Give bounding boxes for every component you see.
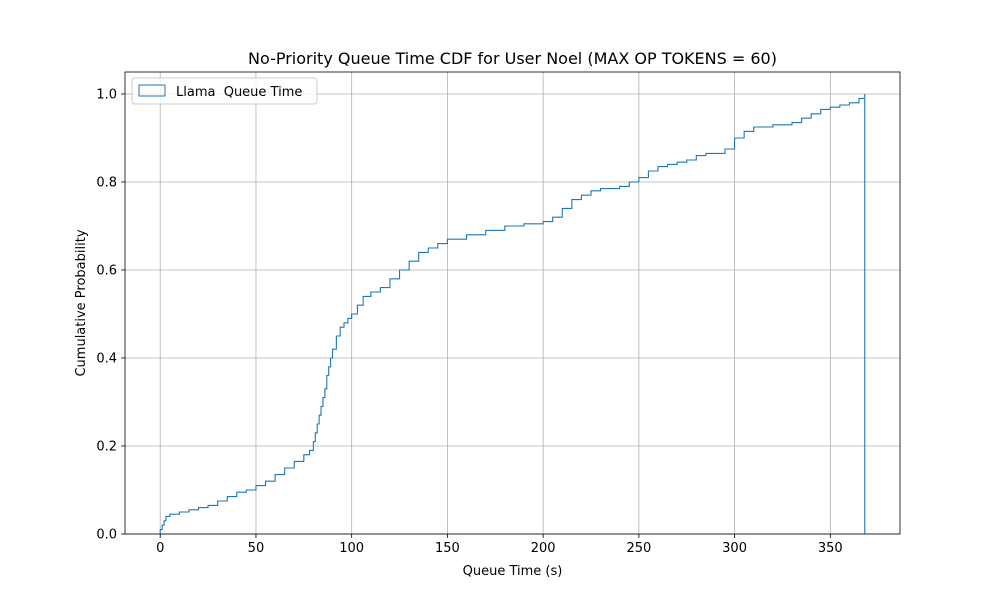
y-tick-label: 0.0 <box>96 528 117 543</box>
y-axis-ticks: 0.0 0.2 0.4 0.6 0.8 1.0 <box>96 88 125 543</box>
x-tick-label: 0 <box>156 541 164 556</box>
y-tick-label: 1.0 <box>96 88 117 103</box>
y-tick-label: 0.8 <box>96 176 117 191</box>
plot-frame <box>124 71 901 535</box>
y-tick-label: 0.2 <box>96 440 117 455</box>
legend-swatch <box>138 84 166 97</box>
chart-title: No-Priority Queue Time CDF for User Noel… <box>248 49 777 68</box>
x-tick-label: 200 <box>531 541 556 556</box>
x-tick-label: 350 <box>818 541 843 556</box>
x-tick-label: 250 <box>626 541 651 556</box>
y-axis-label: Cumulative Probability <box>74 229 89 376</box>
series-layer <box>159 94 866 534</box>
cdf-series-line <box>159 94 866 534</box>
y-tick-label: 0.6 <box>96 264 117 279</box>
x-tick-label: 50 <box>248 541 265 556</box>
legend: Llama Queue Time <box>131 77 318 105</box>
x-tick-label: 100 <box>339 541 364 556</box>
legend-box <box>131 77 318 105</box>
x-tick-label: 300 <box>722 541 747 556</box>
legend-label: Llama Queue Time <box>176 85 302 100</box>
y-tick-label: 0.4 <box>96 352 117 367</box>
plot-area <box>125 72 900 534</box>
x-tick-label: 150 <box>435 541 460 556</box>
x-axis-ticks: 0 50 100 150 200 250 300 350 <box>156 534 843 556</box>
x-axis-label: Queue Time (s) <box>463 564 563 579</box>
